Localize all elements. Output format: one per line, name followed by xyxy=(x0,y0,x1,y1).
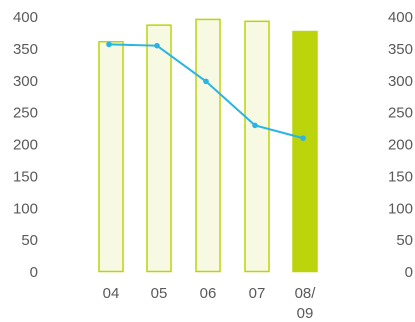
y-tick-label: 200 xyxy=(13,137,38,154)
right-y-tick-label: 300 xyxy=(388,73,413,90)
right-y-tick-label: 350 xyxy=(388,41,413,58)
x-tick-label: 06 xyxy=(200,285,217,302)
right-y-tick-label: 0 xyxy=(405,264,413,281)
x-tick-label: 04 xyxy=(103,285,120,302)
line-point xyxy=(252,122,258,129)
right-y-tick-label: 200 xyxy=(388,137,413,154)
right-y-tick-label: 100 xyxy=(388,200,413,217)
y-tick-label: 350 xyxy=(13,41,38,58)
y-tick-label: 50 xyxy=(21,232,38,249)
y-tick-label: 300 xyxy=(13,73,38,90)
line-point xyxy=(154,42,160,49)
right-y-tick-label: 400 xyxy=(388,9,413,26)
x-tick-label: 09 xyxy=(297,305,314,322)
line-layer xyxy=(106,41,306,141)
y-tick-label: 400 xyxy=(13,9,38,26)
bar xyxy=(98,40,124,273)
y-tick-label: 0 xyxy=(30,264,38,281)
bar xyxy=(146,24,172,273)
bars-layer xyxy=(98,18,318,273)
right-y-tick-label: 50 xyxy=(396,232,413,249)
bar-highlighted xyxy=(292,30,318,273)
y-axis-left: 400 350 300 250 200 150 100 50 0 xyxy=(13,9,38,281)
y-tick-label: 100 xyxy=(13,200,38,217)
x-tick-label: 08/ xyxy=(295,285,317,302)
line-point xyxy=(203,78,209,85)
x-tick-label: 07 xyxy=(249,285,266,302)
y-axis-right: 400 350 300 250 200 150 100 50 0 xyxy=(388,9,413,281)
y-tick-label: 150 xyxy=(13,168,38,185)
line-point xyxy=(106,41,112,48)
y-tick-label: 250 xyxy=(13,105,38,122)
right-y-tick-label: 250 xyxy=(388,105,413,122)
bar xyxy=(195,18,221,273)
bar xyxy=(244,20,270,273)
x-tick-label: 05 xyxy=(151,285,168,302)
right-y-tick-label: 150 xyxy=(388,168,413,185)
x-axis: 04 05 06 07 08/09 xyxy=(103,285,317,322)
line-point xyxy=(300,135,306,141)
